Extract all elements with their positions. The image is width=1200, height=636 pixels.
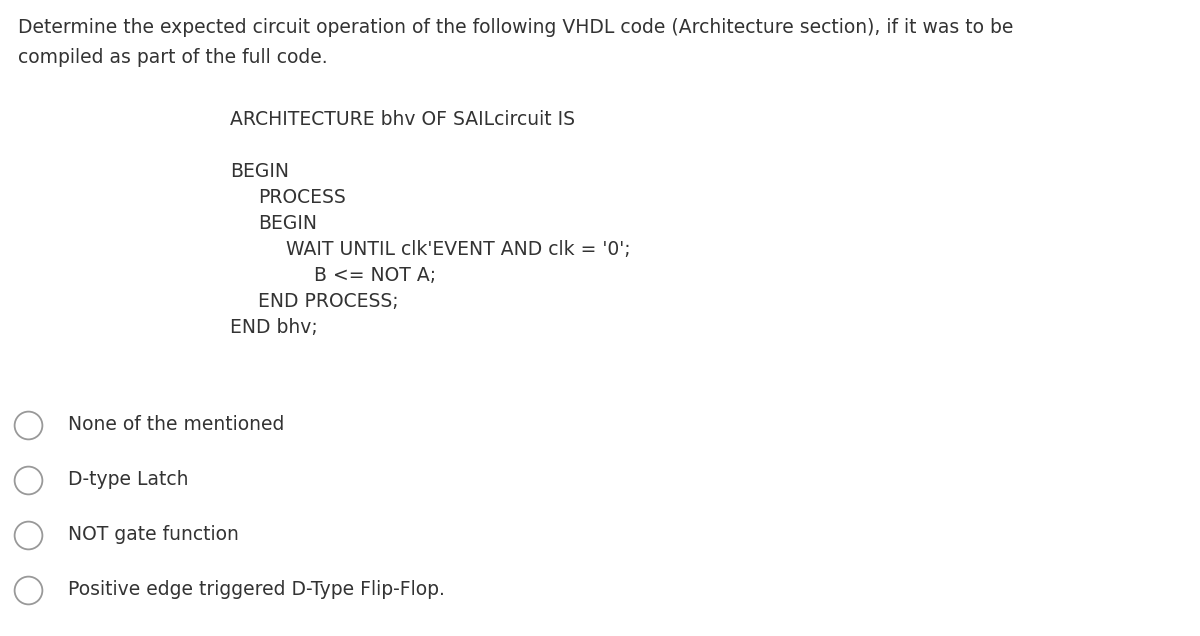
Text: compiled as part of the full code.: compiled as part of the full code. bbox=[18, 48, 328, 67]
Text: BEGIN: BEGIN bbox=[258, 214, 317, 233]
Text: END PROCESS;: END PROCESS; bbox=[258, 292, 398, 311]
Text: ARCHITECTURE bhv OF SAILcircuit IS: ARCHITECTURE bhv OF SAILcircuit IS bbox=[230, 110, 575, 129]
Text: D-type Latch: D-type Latch bbox=[68, 470, 188, 489]
Text: NOT gate function: NOT gate function bbox=[68, 525, 239, 544]
Text: BEGIN: BEGIN bbox=[230, 162, 289, 181]
Text: WAIT UNTIL clk'EVENT AND clk = '0';: WAIT UNTIL clk'EVENT AND clk = '0'; bbox=[286, 240, 631, 259]
Text: B <= NOT A;: B <= NOT A; bbox=[314, 266, 436, 285]
Text: END bhv;: END bhv; bbox=[230, 318, 318, 337]
Text: Positive edge triggered D-Type Flip-Flop.: Positive edge triggered D-Type Flip-Flop… bbox=[68, 580, 445, 599]
Text: Determine the expected circuit operation of the following VHDL code (Architectur: Determine the expected circuit operation… bbox=[18, 18, 1013, 37]
Text: None of the mentioned: None of the mentioned bbox=[68, 415, 284, 434]
Text: PROCESS: PROCESS bbox=[258, 188, 346, 207]
